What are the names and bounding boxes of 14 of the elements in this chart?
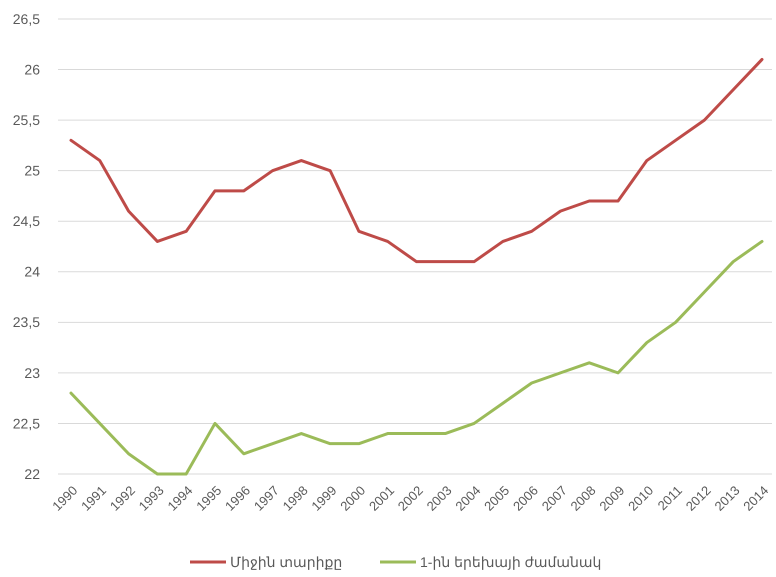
y-tick-label: 23,5 <box>12 314 40 330</box>
legend-label: 1-ին երեխայի ժամանակ <box>420 554 602 570</box>
y-tick-label: 26 <box>24 61 40 78</box>
y-tick-label: 26,5 <box>12 10 40 27</box>
y-tick-label: 22 <box>24 466 40 482</box>
line-series <box>70 58 764 264</box>
y-tick-label: 23 <box>24 364 40 381</box>
y-tick-label: 25 <box>24 162 40 179</box>
line-series <box>70 240 764 476</box>
y-tick-label: 22,5 <box>12 415 40 432</box>
legend-label: Միջին տարիքը <box>230 554 342 570</box>
y-tick-label: 24 <box>24 264 40 280</box>
y-tick-label: 25,5 <box>12 112 40 128</box>
y-tick-label: 24,5 <box>12 213 40 230</box>
